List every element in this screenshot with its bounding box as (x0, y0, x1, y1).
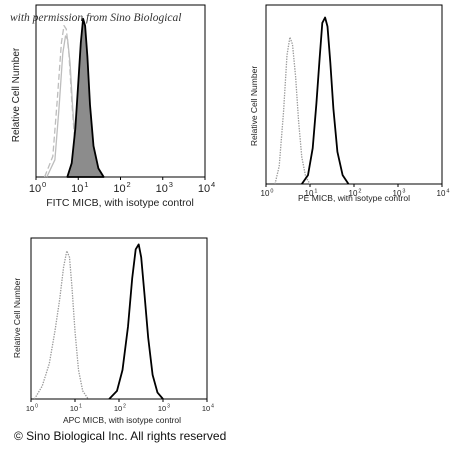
x-tick-exponent: 4 (446, 188, 449, 194)
x-tick-label: 10 (349, 189, 358, 198)
y-axis-label: Relative Cell Number (11, 47, 22, 142)
x-tick-label: 10 (202, 404, 210, 413)
apc-histogram-panel: 10 0 10 1 10 2 10 3 10 4 APC MICB, with isotype c… (12, 237, 214, 425)
x-tick-label: 10 (70, 404, 78, 413)
x-tick-label: 10 (156, 183, 168, 195)
x-tick-exponent: 1 (84, 180, 88, 189)
pe-histogram-panel: 10 0 10 1 10 2 10 3 10 4 PE MICB, with isotype co… (249, 4, 449, 203)
x-tick-exponent: 1 (314, 188, 317, 194)
plot-frame (35, 4, 206, 178)
x-tick-label: 10 (198, 183, 210, 195)
x-tick-label: 10 (393, 189, 402, 198)
x-tick-exponent: 0 (42, 180, 46, 189)
series-line-micb-1 (301, 16, 350, 185)
series-line-micb-2 (66, 17, 105, 178)
x-tick-exponent: 0 (270, 188, 273, 194)
x-tick-label: 10 (26, 404, 34, 413)
x-tick-exponent: 0 (35, 404, 38, 410)
x-tick-label: 10 (261, 189, 270, 198)
x-tick-exponent: 2 (123, 404, 126, 410)
x-axis-label: APC MICB, with isotype control (63, 415, 181, 425)
x-tick-exponent: 3 (402, 188, 405, 194)
x-tick-label: 10 (113, 183, 125, 195)
x-tick-exponent: 2 (127, 180, 131, 189)
y-axis-label: Relative Cell Number (249, 66, 259, 146)
x-tick-label: 10 (114, 404, 122, 413)
x-tick-exponent: 4 (211, 404, 214, 410)
x-tick-exponent: 1 (79, 404, 82, 410)
y-axis-label: Relative Cell Number (12, 278, 22, 358)
permission-note: with permission from Sino Biological (10, 12, 181, 24)
x-tick-exponent: 3 (167, 404, 170, 410)
x-axis-label: FITC MICB, with isotype control (46, 197, 194, 209)
series-line-isotype-0 (274, 36, 311, 185)
series-line-micb-1 (108, 243, 164, 400)
x-tick-exponent: 2 (358, 188, 361, 194)
x-tick-exponent: 3 (169, 180, 173, 189)
x-axis-label: PE MICB, with isotype control (298, 193, 410, 203)
copyright-notice: © Sino Biological Inc. All rights reserv… (14, 429, 227, 443)
x-tick-label: 10 (437, 189, 446, 198)
fitc-histogram-panel: 10 0 10 1 10 2 10 3 10 4 FITC MICB, with isotype … (11, 4, 215, 209)
x-tick-exponent: 4 (211, 180, 215, 189)
x-tick-label: 10 (71, 183, 83, 195)
x-tick-label: 10 (158, 404, 166, 413)
x-tick-label: 10 (305, 189, 314, 198)
series-line-isotype-0 (33, 250, 89, 400)
x-tick-label: 10 (29, 183, 41, 195)
plot-frame (265, 4, 443, 185)
